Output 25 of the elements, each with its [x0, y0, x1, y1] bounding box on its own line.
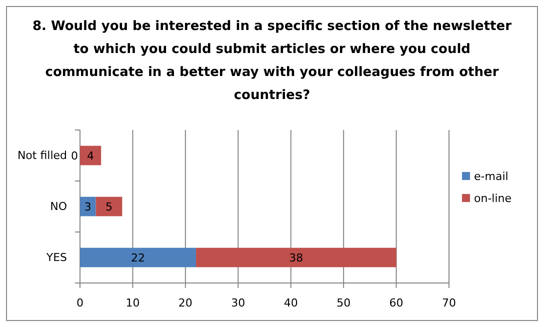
bar — [80, 146, 102, 166]
y-tick-label: NO — [50, 200, 68, 214]
x-tick-label: 40 — [284, 296, 298, 310]
x-tick-label: 60 — [389, 296, 404, 310]
legend-label: on-line — [474, 192, 512, 205]
bar — [96, 196, 122, 216]
y-tick-label: YES — [45, 251, 68, 264]
data-label: 38 — [289, 251, 304, 264]
data-label: 4 — [87, 149, 94, 162]
legend-label: e-mail — [474, 170, 508, 183]
data-label: 22 — [130, 251, 145, 264]
x-tick-label: 0 — [76, 296, 84, 310]
x-tick-label: 20 — [178, 296, 192, 310]
chart-title: 8. Would you be interested in a specific section of the newsletter to which you could submit articles or where you could communicate in a better way with your colleagues from other countries? — [32, 19, 512, 103]
data-label: 3 — [84, 200, 92, 214]
bar — [80, 248, 196, 268]
data-label: 0 — [71, 149, 78, 162]
bar — [80, 196, 96, 216]
bar — [196, 248, 396, 268]
y-tick-label: Not filled — [17, 149, 67, 162]
x-tick-label: 30 — [231, 296, 246, 310]
x-tick-label: 10 — [126, 296, 140, 310]
data-label: 5 — [105, 200, 112, 214]
x-tick-label: 50 — [336, 296, 351, 310]
x-tick-label: 70 — [442, 296, 456, 310]
